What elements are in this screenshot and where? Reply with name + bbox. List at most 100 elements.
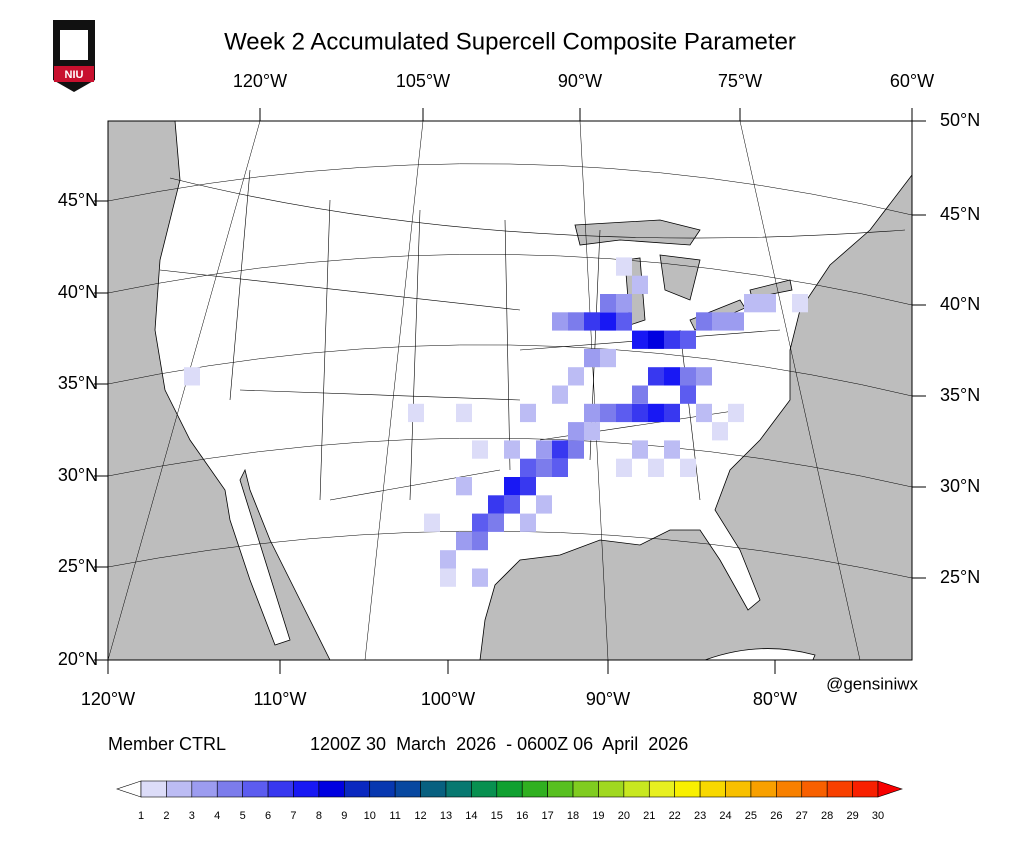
bottom-label: 80°W xyxy=(753,689,797,709)
right-label: 45°N xyxy=(940,204,980,224)
scp-cell xyxy=(712,422,728,441)
left-label: 30°N xyxy=(58,465,98,485)
scp-cell xyxy=(648,330,664,349)
logo-text: NIU xyxy=(65,69,84,81)
scp-cell xyxy=(584,403,600,423)
colorbar-box xyxy=(140,780,167,798)
scp-cell xyxy=(680,385,696,404)
colorbar: 1 2 3 4 5 6 7 8 9 10 11 12 13 14 15 16 17 18 19 20 21 22 23 24 2… xyxy=(116,780,903,822)
colorbar-label: 7 xyxy=(290,810,296,822)
scp-cell xyxy=(696,403,712,423)
colorbar-box xyxy=(318,780,345,798)
colorbar-label: 21 xyxy=(643,810,655,822)
scp-cell xyxy=(520,477,536,496)
colorbar-label: 13 xyxy=(440,810,452,822)
colorbar-label: 12 xyxy=(414,810,426,822)
colorbar-high xyxy=(877,780,903,798)
colorbar-box xyxy=(674,780,701,798)
scp-cell xyxy=(568,422,584,441)
scp-cell xyxy=(584,348,600,368)
colorbar-box xyxy=(598,780,625,798)
scp-cell xyxy=(664,440,680,459)
colorbar-box xyxy=(344,780,371,798)
scp-cell xyxy=(648,403,664,423)
scp-cell xyxy=(616,257,632,276)
scp-cell xyxy=(472,531,488,551)
scp-cell xyxy=(520,403,536,423)
colorbar-label: 19 xyxy=(592,810,604,822)
top-label: 75°W xyxy=(718,71,762,91)
bottom-label: 90°W xyxy=(586,689,630,709)
right-label: 40°N xyxy=(940,294,980,314)
top-label: 90°W xyxy=(558,71,602,91)
scp-cell xyxy=(536,440,552,459)
land xyxy=(154,121,912,660)
scp-cell xyxy=(424,513,440,532)
scp-cell xyxy=(488,495,504,514)
colorbar-label: 23 xyxy=(694,810,706,822)
colorbar-label: 2 xyxy=(163,810,169,822)
scp-cell xyxy=(680,330,696,349)
scp-cell xyxy=(632,403,648,423)
colorbar-label: 3 xyxy=(189,810,195,822)
scp-cell xyxy=(504,477,520,496)
top-label: 105°W xyxy=(396,71,450,91)
scp-cell xyxy=(520,458,536,477)
colorbar-box xyxy=(242,780,269,798)
colorbar-box xyxy=(750,780,777,798)
left-label: 45°N xyxy=(58,190,98,210)
colorbar-label: 30 xyxy=(872,810,884,822)
colorbar-label: 14 xyxy=(465,810,477,822)
scp-cell xyxy=(616,403,632,423)
scp-cell xyxy=(552,385,568,404)
top-label: 120°W xyxy=(233,71,287,91)
colorbar-label: 6 xyxy=(265,810,271,822)
scp-cell xyxy=(600,403,616,423)
colorbar-box xyxy=(420,780,447,798)
colorbar-low xyxy=(116,780,142,798)
colorbar-box xyxy=(852,780,879,798)
colorbar-box xyxy=(471,780,498,798)
scp-cell xyxy=(456,477,472,496)
colorbar-label: 22 xyxy=(669,810,681,822)
bottom-label: 110°W xyxy=(254,689,307,709)
logo: NIU xyxy=(53,20,95,92)
scp-cell xyxy=(440,550,456,569)
left-label: 35°N xyxy=(58,373,98,393)
colorbar-label: 9 xyxy=(341,810,347,822)
colorbar-label: 25 xyxy=(745,810,757,822)
scp-cell xyxy=(472,568,488,587)
scp-cell xyxy=(712,312,728,331)
scp-cell xyxy=(664,330,680,349)
colorbar-box xyxy=(547,780,574,798)
scp-cell xyxy=(456,403,472,423)
scp-cell xyxy=(456,531,472,551)
colorbar-label: 4 xyxy=(214,810,220,822)
scp-cell xyxy=(648,458,664,477)
scp-cell xyxy=(472,440,488,459)
scp-cell xyxy=(680,367,696,386)
scp-cell xyxy=(664,367,680,386)
colorbar-label: 18 xyxy=(567,810,579,822)
scp-cell xyxy=(504,440,520,459)
scp-cell xyxy=(648,367,664,386)
scp-cell xyxy=(408,403,424,423)
colorbar-box xyxy=(445,780,472,798)
cells xyxy=(184,257,808,587)
right-label: 30°N xyxy=(940,476,980,496)
scp-cell xyxy=(616,312,632,331)
colorbar-label: 24 xyxy=(719,810,731,822)
scp-cell xyxy=(616,458,632,477)
frame xyxy=(107,120,913,661)
scp-cell xyxy=(632,330,648,349)
scp-cell xyxy=(520,513,536,532)
scp-cell xyxy=(728,403,744,423)
colorbar-label: 17 xyxy=(541,810,553,822)
scp-cell xyxy=(536,495,552,514)
scp-cell xyxy=(600,312,616,331)
scp-cell xyxy=(632,385,648,404)
colorbar-label: 29 xyxy=(846,810,858,822)
scp-cell xyxy=(440,568,456,587)
colorbar-box xyxy=(801,780,828,798)
colorbar-label: 26 xyxy=(770,810,782,822)
